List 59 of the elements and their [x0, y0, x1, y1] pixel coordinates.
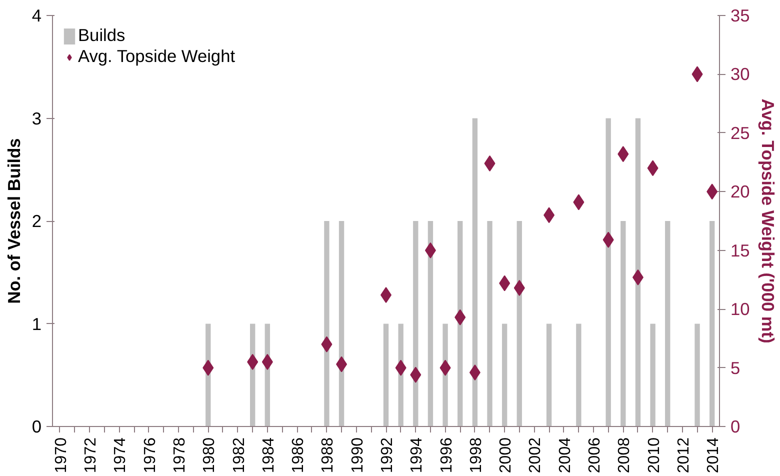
y2-tick-label: 30	[730, 64, 750, 84]
y2-tick-label: 35	[730, 6, 750, 26]
x-tick-label: 1976	[142, 437, 159, 474]
x-tick-label: 1972	[82, 437, 100, 474]
bar	[546, 324, 552, 426]
x-tick-label: 1970	[52, 437, 70, 474]
x-tick-label: 1994	[408, 437, 426, 474]
y-tick-label: 3	[32, 108, 42, 128]
x-tick-label: 2010	[646, 437, 663, 474]
y2-tick-label: 10	[730, 299, 750, 320]
bar	[413, 221, 418, 426]
x-tick-label: 1980	[201, 437, 218, 474]
y-axis-title: No. of Vessel Builds	[4, 138, 24, 304]
x-tick-label: 1996	[438, 437, 456, 474]
x-tick-label: 2002	[527, 437, 544, 474]
x-tick-label: 2008	[616, 437, 634, 474]
x-tick-label: 1988	[320, 437, 337, 474]
bar	[428, 221, 434, 426]
x-tick-label: 1992	[379, 437, 396, 474]
x-tick-label: 1982	[230, 437, 248, 474]
bar	[620, 221, 626, 426]
y-tick-label: 2	[32, 211, 42, 231]
y2-tick-label: 15	[730, 240, 750, 260]
x-tick-label: 1998	[468, 437, 485, 474]
bar	[502, 324, 508, 426]
bar	[694, 324, 700, 426]
bar	[516, 221, 522, 426]
x-tick-label: 2006	[586, 437, 604, 474]
y2-tick-label: 0	[730, 416, 740, 436]
y-tick-label: 0	[32, 416, 42, 436]
x-tick-label: 2000	[498, 437, 515, 474]
bar	[606, 118, 611, 426]
x-tick-label: 2012	[675, 437, 692, 474]
bar	[576, 324, 582, 426]
bar	[458, 221, 463, 426]
y2-tick-label: 25	[730, 122, 750, 143]
bar	[324, 221, 330, 426]
bar	[383, 324, 389, 426]
x-tick-label: 2014	[705, 437, 722, 474]
bar	[665, 221, 670, 426]
bar	[472, 118, 478, 426]
y2-tick-label: 20	[730, 182, 750, 202]
x-tick-label: 1986	[290, 437, 308, 474]
y2-tick-label: 5	[730, 358, 740, 378]
bar	[487, 221, 492, 426]
legend-label: Builds	[78, 25, 126, 46]
y-tick-label: 1	[32, 314, 42, 334]
y2-axis-title: Avg. Topside Weight ('000 mt)	[758, 98, 778, 344]
x-tick-label: 1978	[171, 437, 188, 474]
x-tick-label: 1984	[260, 437, 278, 474]
bar	[338, 221, 344, 426]
x-tick-label: 1990	[349, 437, 366, 474]
bar	[635, 118, 641, 426]
x-tick-label: 1974	[112, 437, 130, 474]
bar	[650, 324, 656, 426]
x-tick-label: 2004	[556, 437, 574, 474]
legend-label: Avg. Topside Weight	[78, 46, 236, 67]
y-tick-label: 4	[32, 6, 42, 26]
bar	[709, 221, 715, 426]
